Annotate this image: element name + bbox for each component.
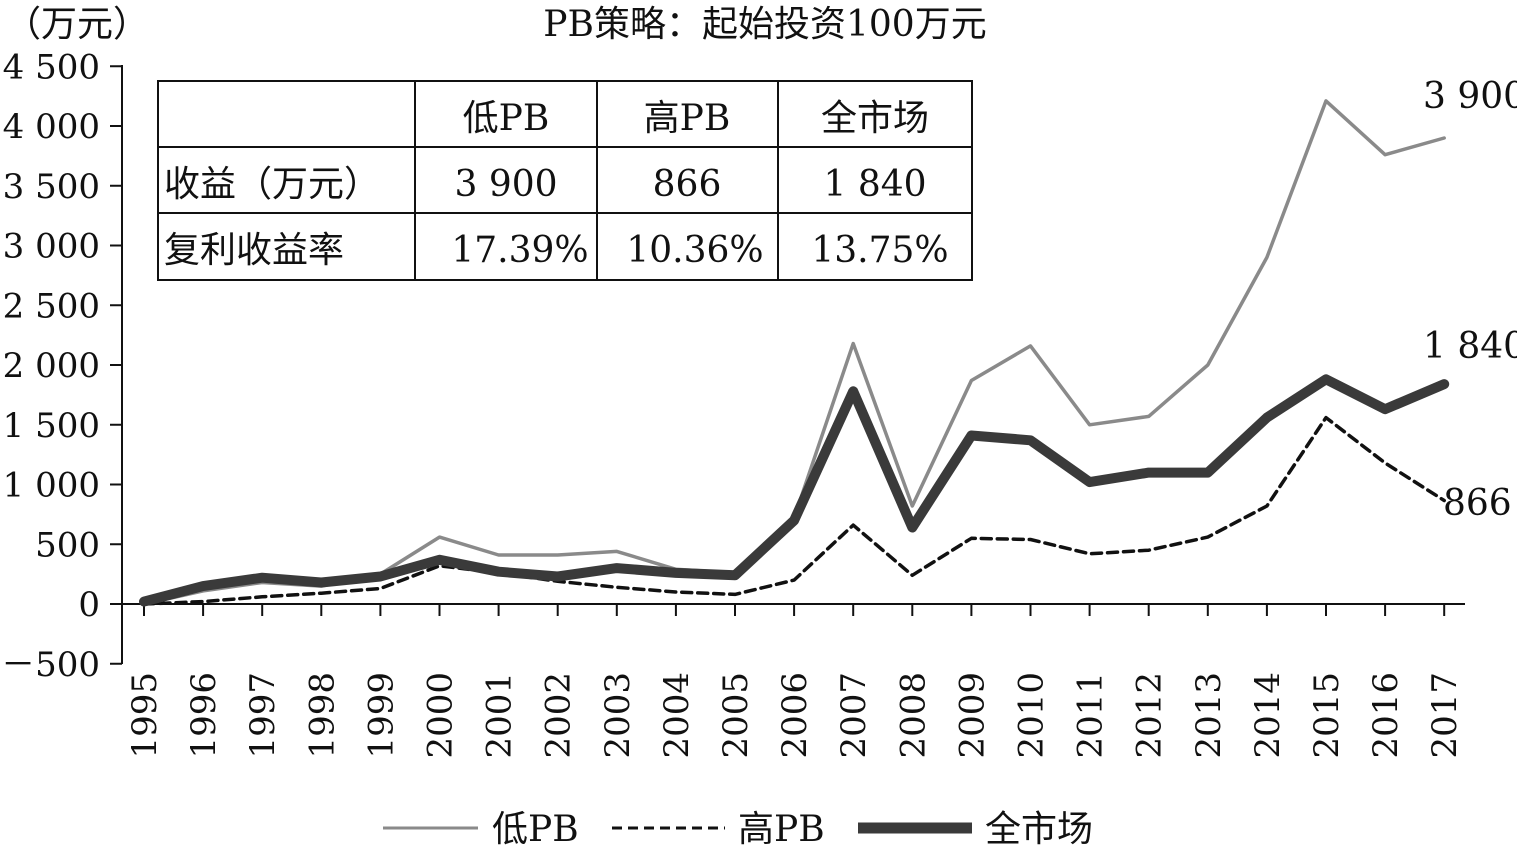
table-row-label: 复利收益率 xyxy=(164,230,344,271)
x-tick-label: 2015 xyxy=(1307,672,1347,759)
series-lines xyxy=(139,99,1450,607)
x-tick-label: 2005 xyxy=(716,672,756,759)
unit-label: （万元） xyxy=(5,4,149,45)
summary-table: 低PB 高PB 全市场 收益（万元） 3 900 866 1 840 复利收益率… xyxy=(157,80,973,281)
x-tick-label: 2009 xyxy=(952,672,992,759)
x-tick-label: 2010 xyxy=(1012,672,1052,759)
table-cell: 866 xyxy=(653,164,722,205)
table-cell: 10.36% xyxy=(626,230,763,271)
x-tick-label: 2003 xyxy=(598,672,638,759)
table-header-market: 全市场 xyxy=(821,98,929,139)
y-tick-label: 1 000 xyxy=(3,466,100,506)
table-cell: 17.39% xyxy=(451,230,588,271)
x-tick-label: 2017 xyxy=(1425,672,1465,759)
y-tick-label: 4 000 xyxy=(3,107,100,147)
x-tick-label: 2002 xyxy=(539,672,579,759)
legend-label-low-pb: 低PB xyxy=(492,809,579,848)
y-tick-label: 3 000 xyxy=(3,227,100,267)
x-tick-label: 2004 xyxy=(657,672,697,759)
x-tick-label: 2016 xyxy=(1366,672,1406,759)
y-ticks: －500 0 500 1 000 1 500 2 000 2 500 3 000 3 500 4 … xyxy=(1,47,122,685)
end-label-high-pb: 866 xyxy=(1443,483,1512,524)
x-tick-label: 2012 xyxy=(1130,672,1170,759)
table-row-label: 收益（万元） xyxy=(164,164,380,205)
legend-label-high-pb: 高PB xyxy=(738,809,825,848)
x-tick-label: 1995 xyxy=(125,672,165,759)
series-line-high-pb xyxy=(142,415,1446,606)
x-tick-label: 2001 xyxy=(480,672,520,759)
y-tick-label: －500 xyxy=(1,645,100,685)
x-tick-label: 2007 xyxy=(834,672,874,759)
legend: 低PB 高PB 全市场 xyxy=(383,809,1093,848)
table-border xyxy=(157,80,973,281)
table-cell: 13.75% xyxy=(811,230,948,271)
table-cell: 1 840 xyxy=(823,164,926,205)
x-ticks: 1995 1996 1997 1998 1999 2000 2001 2002 2003 2004… xyxy=(125,604,1465,759)
y-tick-label: 4 500 xyxy=(3,47,100,87)
x-tick-label: 2006 xyxy=(775,672,815,759)
y-tick-label: 500 xyxy=(35,525,100,565)
y-tick-label: 3 500 xyxy=(3,167,100,207)
x-tick-label: 2014 xyxy=(1248,672,1288,759)
x-tick-label: 1996 xyxy=(184,672,224,759)
x-tick-label: 2013 xyxy=(1189,672,1229,759)
chart-title: PB策略：起始投资100万元 xyxy=(543,4,986,45)
y-tick-label: 1 500 xyxy=(3,406,100,446)
series-line-market xyxy=(139,374,1450,607)
table-cell: 3 900 xyxy=(454,164,557,205)
legend-label-market: 全市场 xyxy=(985,809,1093,848)
x-tick-label: 2008 xyxy=(893,672,933,759)
end-label-low-pb: 3 900 xyxy=(1423,76,1517,117)
table-header-low-pb: 低PB xyxy=(463,98,550,139)
y-tick-label: 2 000 xyxy=(3,346,100,386)
table-header-high-pb: 高PB xyxy=(644,98,731,139)
x-tick-label: 1997 xyxy=(243,672,283,759)
end-label-market: 1 840 xyxy=(1423,326,1517,367)
x-tick-label: 2000 xyxy=(421,672,461,759)
x-tick-label: 1998 xyxy=(302,672,342,759)
x-tick-label: 1999 xyxy=(361,672,401,759)
x-tick-label: 2011 xyxy=(1071,672,1111,759)
y-tick-label: 0 xyxy=(78,585,100,625)
y-tick-label: 2 500 xyxy=(3,286,100,326)
